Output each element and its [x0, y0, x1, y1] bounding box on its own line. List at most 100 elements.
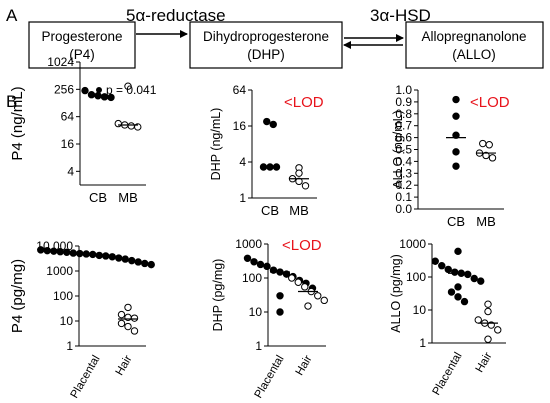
data-point-open — [117, 310, 126, 319]
data-point-open — [117, 319, 126, 328]
data-point-filled — [81, 86, 89, 95]
data-point-filled — [108, 253, 116, 261]
y-tick-label: 0.8 — [395, 107, 412, 121]
y-tick-label: 1 — [239, 191, 246, 205]
y-tick-label: 64 — [233, 83, 247, 97]
panel-label-b: B — [6, 92, 17, 111]
data-point-filled — [452, 162, 460, 170]
lod-annotation: <LOD — [282, 237, 322, 254]
data-point-filled — [95, 251, 103, 260]
data-point-open — [304, 302, 312, 310]
data-point-filled — [134, 258, 142, 266]
x-category-label: CB — [447, 214, 465, 229]
y-tick-label: 1000 — [399, 237, 426, 251]
x-category-label: MB — [289, 203, 309, 218]
data-point-filled — [102, 252, 110, 260]
data-point-open — [114, 119, 122, 128]
data-point-open — [484, 307, 492, 316]
chart-panel-6: 1 10 100 1000 ALLO (pg/mg) Placental Hair — [389, 237, 506, 397]
data-point-filled — [50, 247, 58, 255]
data-point-filled — [256, 260, 265, 269]
y-tick-label: 0.0 — [395, 202, 412, 216]
pathway-box-allopregnanolone: Allopregnanolone (ALLO) — [405, 21, 544, 69]
y-tick-label: 0.5 — [395, 143, 412, 157]
x-category-label: Hair — [114, 353, 135, 377]
data-point-filled — [454, 293, 462, 301]
data-point-filled — [263, 117, 271, 126]
p-value-annotation: p = 0.041 — [106, 83, 157, 97]
y-tick-label: 100 — [406, 270, 426, 284]
data-point-filled — [454, 247, 462, 256]
data-point-filled — [56, 248, 64, 256]
data-point-filled — [243, 254, 252, 262]
chart-panel-5: 1 10 100 1000 DHP (pg/mg) Placental Hair <LOD — [211, 237, 328, 401]
y-tick-label: 16 — [233, 119, 247, 133]
y-tick-label: 0.7 — [395, 119, 412, 133]
data-point-open — [484, 300, 492, 308]
data-point-filled — [276, 308, 284, 316]
data-point-filled — [464, 270, 472, 279]
data-point-filled — [37, 246, 45, 254]
data-point-open — [130, 327, 139, 335]
pathway-box-progesterone: Progesterone (P4) — [28, 21, 136, 69]
data-point-filled — [141, 259, 149, 268]
chart-panel-1: 4 16 64 256 1024 P4 (ng/mL) CB MB p = 0.041 — [9, 55, 157, 205]
data-point-filled — [451, 268, 459, 276]
y-tick-label: 0.2 — [395, 178, 412, 192]
x-category-label: Placental — [253, 354, 287, 401]
y-axis-title: P4 (pg/mg) — [9, 259, 26, 333]
data-point-filled — [147, 260, 155, 269]
y-tick-label: 0.1 — [395, 190, 412, 204]
box-progesterone-abbr: (P4) — [69, 47, 95, 62]
data-point-filled — [69, 249, 77, 257]
data-point-filled — [470, 274, 478, 283]
data-point-filled — [444, 265, 452, 274]
y-tick-label: 10 — [413, 303, 427, 317]
y-tick-label: 4 — [239, 155, 246, 169]
box-allo-name: Allopregnanolone — [421, 29, 526, 44]
x-category-label: MB — [118, 190, 138, 205]
enzyme-label-5a-reductase: 5α-reductase — [126, 6, 226, 25]
data-point-open — [130, 314, 139, 322]
y-tick-label: 1.0 — [395, 83, 412, 97]
data-point-open — [288, 274, 296, 282]
data-point-open — [124, 303, 132, 312]
y-tick-label: 4 — [67, 164, 74, 178]
y-tick-label: 100 — [53, 289, 73, 303]
annotation-bullet — [96, 87, 102, 93]
data-point-open — [127, 122, 135, 130]
box-progesterone-name: Progesterone — [41, 29, 122, 44]
data-point-filled — [454, 283, 462, 291]
y-axis-title: P4 (ng/mL) — [9, 86, 26, 160]
x-category-label: Placental — [431, 351, 465, 398]
y-tick-label: 100 — [242, 271, 262, 285]
y-axis-title: ALLO (pg/mg) — [389, 254, 403, 333]
x-category-label: Hair — [294, 353, 315, 377]
data-point-open — [294, 278, 302, 286]
data-point-filled — [250, 258, 258, 266]
y-tick-label: 1 — [66, 339, 73, 353]
data-point-filled — [82, 250, 90, 258]
x-category-label: MB — [476, 214, 496, 229]
lod-annotation: <LOD — [470, 94, 510, 111]
box-dhp-abbr: (DHP) — [247, 47, 285, 62]
y-tick-label: 0.4 — [395, 154, 412, 168]
data-point-filled — [43, 246, 51, 255]
chart-panel-2: 1 4 16 64 DHP (ng/mL) CB MB <LOD — [209, 83, 324, 218]
data-point-open — [301, 283, 309, 291]
data-point-filled — [452, 148, 460, 156]
y-tick-label: 10 — [60, 314, 74, 328]
data-point-filled — [438, 262, 446, 270]
data-point-filled — [477, 277, 485, 285]
data-point-open — [124, 82, 132, 90]
x-category-label: CB — [261, 203, 279, 218]
data-point-filled — [447, 288, 456, 296]
x-category-label: Hair — [474, 350, 495, 374]
data-point-filled — [452, 131, 460, 139]
y-axis-title: DHP (pg/mg) — [211, 259, 225, 332]
data-point-open — [479, 139, 487, 148]
data-point-filled — [431, 257, 439, 265]
box-allo-abbr: (ALLO) — [452, 47, 496, 62]
data-point-filled — [269, 120, 277, 129]
